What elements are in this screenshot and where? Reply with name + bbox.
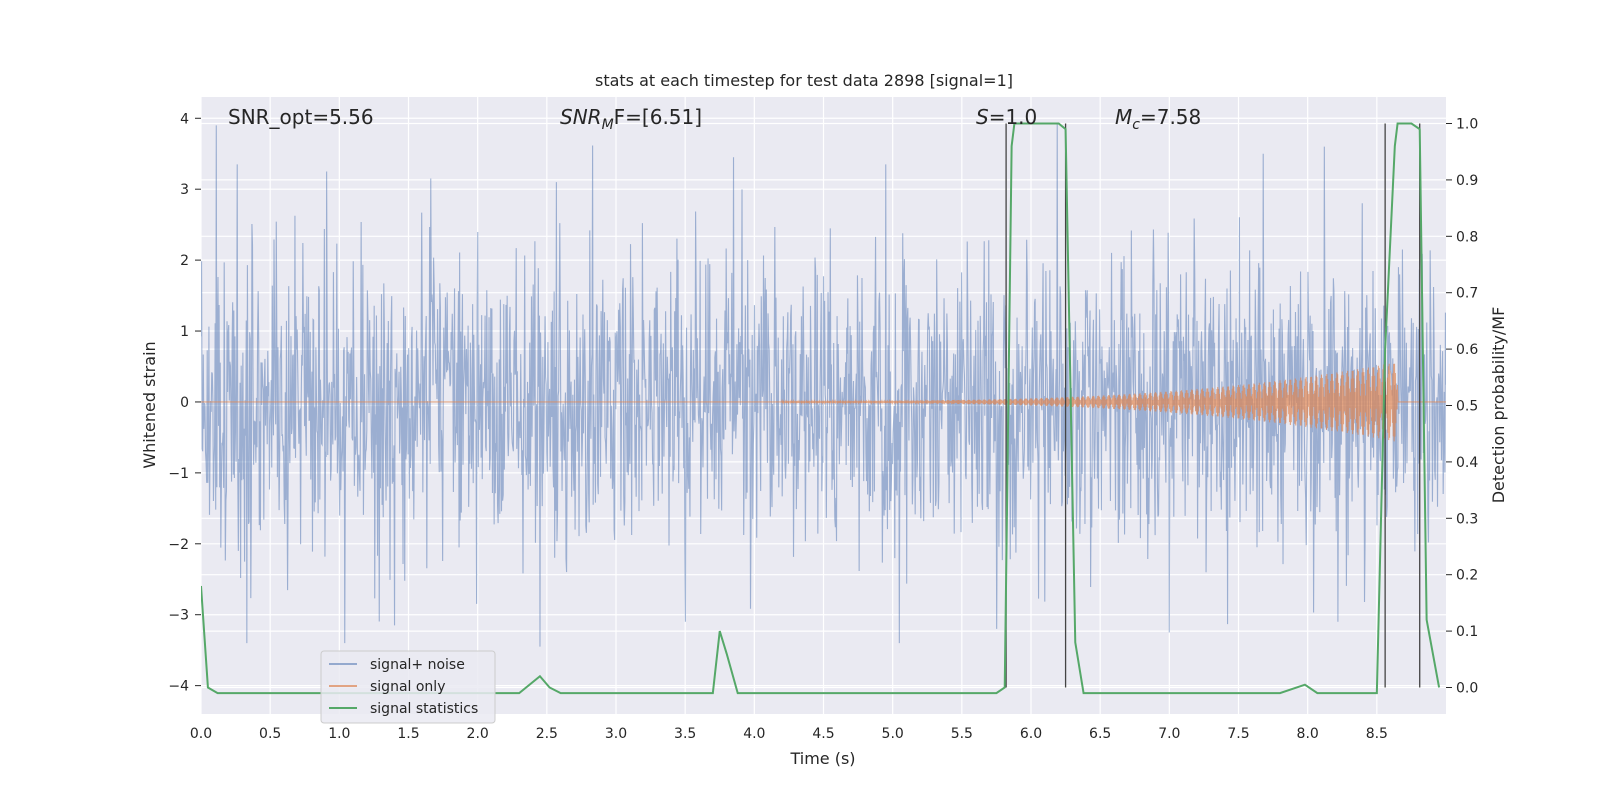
- x-tick-label: 4.0: [743, 726, 765, 742]
- mc-rest: =7.58: [1140, 105, 1201, 129]
- series-signal-only: [201, 363, 1446, 442]
- y-right-tick-label: 0.5: [1456, 399, 1478, 415]
- x-tick-label: 1.5: [397, 726, 419, 742]
- x-tick-label: 2.5: [536, 726, 558, 742]
- y-right-tick-label: 0.2: [1456, 568, 1478, 584]
- legend-box: [320, 650, 496, 724]
- chirp-line: [201, 363, 1446, 442]
- snr-mf-sub: M: [602, 117, 614, 133]
- y-tick-label: −2: [168, 537, 189, 553]
- s-base: S: [976, 105, 989, 129]
- y-right-tick-label: 0.9: [1456, 173, 1478, 189]
- snr-mf-rest: F=[6.51]: [614, 105, 702, 129]
- annotation-mc: Mc=7.58: [1115, 105, 1201, 133]
- y-axis-ticks-right: 1.0 0.9 0.8 0.7 0.6 0.5 0.4 0.3 0.2 0.1 0.0: [1446, 117, 1478, 696]
- s-rest: =1.0: [989, 105, 1038, 129]
- legend-label-signal-statistics: signal statistics: [370, 701, 478, 717]
- x-tick-label: 6.5: [1089, 726, 1111, 742]
- x-axis-label: Time (s): [789, 749, 855, 768]
- series-signal-statistics: [201, 122, 1441, 695]
- annotation-snr-mf: SNRMF=[6.51]: [560, 105, 702, 133]
- y-tick-label: 2: [180, 253, 189, 269]
- mc-sub: c: [1132, 117, 1140, 133]
- chart-title: stats at each timestep for test data 289…: [595, 71, 1013, 90]
- y-tick-label: −3: [168, 608, 189, 624]
- y-tick-label: 3: [180, 182, 189, 198]
- x-tick-label: 7.0: [1158, 726, 1180, 742]
- y-axis-label-right: Detection probability/MF: [1489, 307, 1508, 504]
- x-tick-label: 7.5: [1227, 726, 1249, 742]
- statistics-line: [201, 122, 1441, 695]
- snr-mf-base: SNR: [560, 105, 602, 129]
- y-right-tick-label: 0.7: [1456, 286, 1478, 302]
- legend-label-signal-only: signal only: [370, 679, 445, 695]
- x-tick-label: 5.5: [951, 726, 973, 742]
- x-tick-label: 5.0: [882, 726, 904, 742]
- x-tick-label: 1.0: [328, 726, 350, 742]
- y-right-tick-label: 0.0: [1456, 680, 1478, 696]
- x-tick-label: 3.5: [674, 726, 696, 742]
- y-tick-label: 1: [180, 324, 189, 340]
- y-axis-label-left: Whitened strain: [140, 341, 159, 468]
- x-tick-label: 0.5: [259, 726, 281, 742]
- legend: signal+ noise signal only signal statist…: [320, 650, 496, 724]
- y-tick-label: −1: [168, 466, 189, 482]
- annotation-s: S=1.0: [976, 105, 1037, 129]
- mc-base: M: [1115, 105, 1132, 129]
- y-right-tick-label: 0.1: [1456, 624, 1478, 640]
- y-right-tick-label: 1.0: [1456, 117, 1478, 133]
- y-right-tick-label: 0.3: [1456, 511, 1478, 527]
- x-tick-label: 8.5: [1366, 726, 1388, 742]
- y-tick-label: 0: [180, 395, 189, 411]
- x-tick-label: 3.0: [605, 726, 627, 742]
- x-tick-label: 2.0: [467, 726, 489, 742]
- y-right-tick-label: 0.4: [1456, 455, 1478, 471]
- vertical-markers: [1005, 123, 1421, 688]
- y-axis-ticks-left: 4 3 2 1 0 −1 −2 −3 −4: [168, 111, 201, 695]
- x-tick-label: 0.0: [190, 726, 212, 742]
- y-tick-label: −4: [168, 679, 189, 695]
- y-right-tick-label: 0.8: [1456, 229, 1478, 245]
- annotation-snr-opt: SNR_opt=5.56: [228, 105, 374, 129]
- y-right-tick-label: 0.6: [1456, 342, 1478, 358]
- x-axis-ticks: 0.0 0.5 1.0 1.5 2.0 2.5 3.0 3.5 4.0 4.5 5.0 5.5 6.0 6…: [190, 726, 1388, 742]
- x-tick-label: 4.5: [812, 726, 834, 742]
- x-tick-label: 8.0: [1297, 726, 1319, 742]
- legend-label-signal-noise: signal+ noise: [370, 657, 465, 673]
- y-tick-label: 4: [180, 111, 189, 127]
- x-tick-label: 6.0: [1020, 726, 1042, 742]
